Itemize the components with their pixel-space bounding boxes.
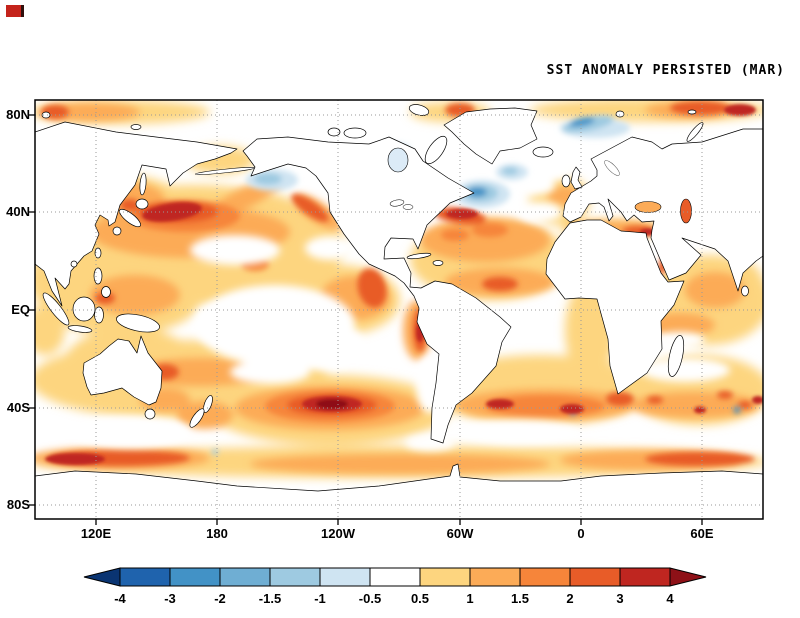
lon-tick-label-120e: 120E [80, 526, 112, 541]
black-sea [634, 201, 662, 213]
colorbar-segment-2 [219, 567, 271, 587]
kyushu [112, 226, 122, 236]
banks-island [327, 127, 341, 137]
lat-tick-label-80n: 80N [6, 107, 30, 122]
baltic-sea [604, 160, 620, 176]
colorbar-label-neg4: -4 [114, 591, 126, 606]
taiwan [94, 247, 102, 259]
honshu [119, 208, 141, 228]
screen-corner-artifact [6, 5, 24, 17]
colorbar-segment-1 [169, 567, 221, 587]
franz-josef-land [687, 109, 697, 115]
madagascar [667, 335, 685, 377]
cuba [406, 252, 432, 260]
new-siberian-islands [130, 124, 142, 130]
sri-lanka [741, 285, 749, 297]
new-zealand-north [203, 395, 213, 413]
sulawesi [94, 306, 104, 324]
svalbard [615, 110, 625, 118]
lat-tick-label-eq: EQ [11, 302, 30, 317]
ireland [561, 174, 571, 188]
plot-title: SST ANOMALY PERSISTED (MAR) [546, 63, 785, 78]
new-guinea [116, 313, 160, 333]
land-masses [35, 104, 763, 519]
colorbar-label-neg1p5: -1.5 [258, 591, 282, 606]
inland-waters [387, 147, 692, 224]
aleutian-chain [194, 167, 256, 175]
britain [570, 166, 583, 190]
ellesmere-island [408, 104, 430, 116]
lon-tick-label-120w: 120W [321, 526, 355, 541]
colorbar-label-neg2: -2 [214, 591, 226, 606]
colorbar-segment-3 [269, 567, 321, 587]
australia [82, 335, 163, 406]
new-zealand-south [189, 408, 205, 428]
colorbar-segment-0 [119, 567, 171, 587]
colorbar [83, 567, 707, 587]
asia-east [35, 121, 238, 307]
colorbar-label-pos4: 4 [666, 591, 674, 606]
colorbar-label-neg1: -1 [314, 591, 326, 606]
colorbar-segment-5 [369, 567, 421, 587]
baffin-island [424, 135, 448, 165]
caspian-sea [680, 198, 692, 224]
lon-tick-label-60w: 60W [446, 526, 474, 541]
java [67, 325, 93, 333]
anomaly-cold [212, 115, 741, 455]
axis-tick-marks [29, 114, 703, 525]
graticule [35, 100, 763, 519]
lake-ontario-erie [402, 204, 414, 210]
lon-tick-label-0: 0 [577, 526, 585, 541]
luzon [93, 267, 103, 285]
colorbar-label-pos1p5: 1.5 [510, 591, 530, 606]
tasmania [144, 408, 156, 420]
colorbar-label-pos1: 1 [466, 591, 474, 606]
victoria-island [343, 127, 367, 139]
lat-tick-label-40n: 40N [6, 204, 30, 219]
colorbar-segment-7 [469, 567, 521, 587]
sakhalin [139, 172, 147, 196]
colorbar-segment-6 [419, 567, 471, 587]
colorbar-segment-10 [619, 567, 671, 587]
colorbar-label-pos2: 2 [566, 591, 574, 606]
borneo [72, 296, 96, 322]
hokkaido [135, 198, 149, 210]
lat-tick-label-40s: 40S [6, 400, 30, 415]
hudson-bay [387, 147, 409, 173]
sumatra [42, 292, 70, 326]
colorbar-segment-4 [319, 567, 371, 587]
lon-tick-label-60e: 60E [690, 526, 714, 541]
map-area [35, 100, 763, 519]
colorbar-segment-8 [519, 567, 571, 587]
novaya-zemlya [686, 122, 704, 142]
africa [545, 219, 685, 395]
colorbar-segment-9 [569, 567, 621, 587]
colorbar-label-neg0p5: -0.5 [358, 591, 382, 606]
mindanao [101, 286, 111, 298]
antarctica [35, 463, 763, 519]
colorbar-label-pos3: 3 [616, 591, 624, 606]
colorbar-left-arrow [83, 567, 121, 587]
colorbar-right-arrow [669, 567, 707, 587]
lon-tick-label-180: 180 [206, 526, 228, 541]
lat-tick-label-80s: 80S [6, 497, 30, 512]
hispaniola [432, 260, 444, 266]
colorbar-label-pos0p5: 0.5 [410, 591, 430, 606]
americas-landmass [242, 136, 512, 444]
colorbar-label-neg3: -3 [164, 591, 176, 606]
great-lakes [389, 199, 405, 207]
hainan [70, 260, 78, 268]
iceland [532, 146, 554, 158]
greenland [443, 107, 538, 165]
severnaya-zemlya [41, 111, 51, 119]
